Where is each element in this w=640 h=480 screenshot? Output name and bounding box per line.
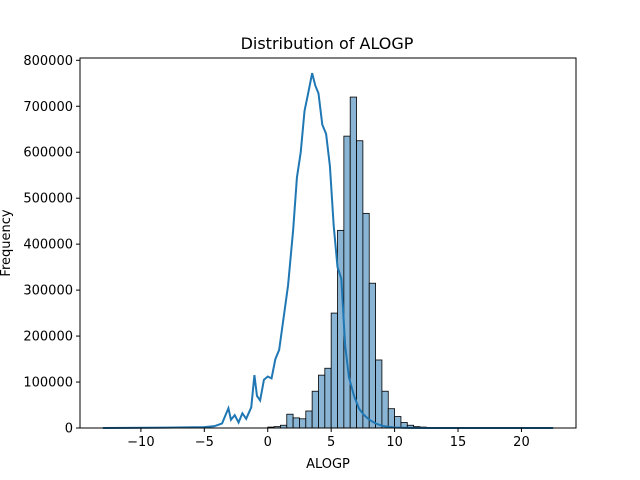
x-tick-label: −5 [195,435,214,450]
histogram-bar [299,418,307,429]
y-tick-label: 500000 [23,192,73,207]
y-tick-label: 100000 [23,376,73,391]
plot-frame [79,57,577,429]
histogram-bar [356,140,364,429]
histogram-bar [292,417,300,429]
histogram-bar [330,312,338,429]
kde-line [102,72,554,429]
x-axis: −10 −5 0 5 10 15 20 [127,428,530,450]
histogram-bar [368,282,376,429]
x-tick-label: 10 [386,435,403,450]
x-tick-label: 5 [327,435,335,450]
histogram-bar [324,367,332,429]
histogram-bar [343,135,351,429]
y-axis-title: Frequency [0,209,14,276]
histogram-bar [305,410,313,429]
histogram-bar [286,413,294,429]
x-tick-label: 0 [264,435,272,450]
histogram-bar [375,359,383,429]
y-tick-label: 700000 [23,100,73,115]
y-tick-label: 600000 [23,146,73,161]
histogram-bar [318,374,326,429]
histogram-bar [387,408,395,429]
histogram-bars [267,96,434,429]
x-tick-label: −10 [127,435,154,450]
x-tick-label: 15 [450,435,467,450]
histogram-bar [349,96,357,429]
x-tick-label: 20 [513,435,530,450]
y-axis: 0 100000 200000 300000 400000 500000 600000 700… [23,54,80,437]
y-tick-label: 200000 [23,330,73,345]
histogram-bar [362,212,370,429]
histogram-bar [337,229,345,429]
histogram-bar [394,416,402,429]
histogram-bar [311,390,319,429]
y-tick-label: 300000 [23,284,73,299]
y-tick-label: 800000 [23,54,73,69]
y-tick-label: 400000 [23,238,73,253]
y-tick-label: 0 [65,422,73,437]
histogram-bar [381,390,389,429]
chart-title: Distribution of ALOGP [241,34,414,53]
x-axis-title: ALOGP [306,457,350,472]
